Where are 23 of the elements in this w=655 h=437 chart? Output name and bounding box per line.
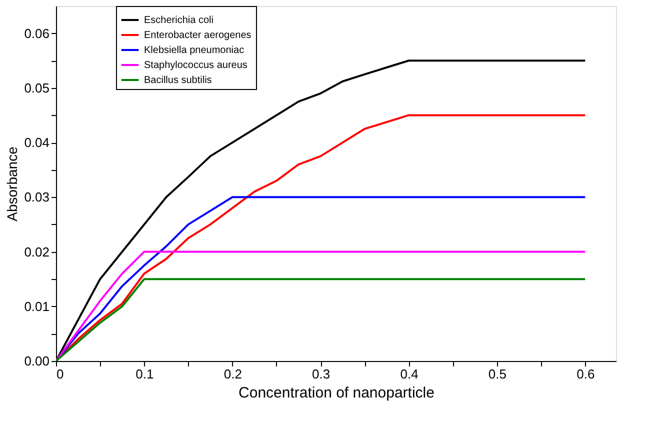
y-axis-title: Absorbance bbox=[4, 146, 20, 222]
y-tick-label: 0.01 bbox=[24, 298, 50, 314]
legend-label: Staphylococcus aureus bbox=[144, 60, 248, 71]
x-tick-label: 0 bbox=[56, 366, 64, 382]
y-tick-label: 0.00 bbox=[24, 354, 50, 368]
y-tick-label: 0.02 bbox=[24, 244, 50, 260]
legend-label: Bacillus subtilis bbox=[144, 75, 212, 86]
x-tick-label: 0.1 bbox=[136, 366, 154, 382]
x-tick-label: 0.2 bbox=[224, 366, 242, 382]
legend-label: Enterobacter aerogenes bbox=[144, 30, 252, 41]
y-tick-label: 0.03 bbox=[24, 190, 50, 205]
y-tick-label: 0.06 bbox=[24, 26, 50, 41]
x-axis-title: Concentration of nanoparticle bbox=[238, 384, 434, 402]
x-tick-label: 0.5 bbox=[488, 366, 506, 382]
x-tick-label: 0.6 bbox=[576, 366, 595, 382]
line-series bbox=[56, 250, 586, 361]
y-tick-label: 0.04 bbox=[24, 135, 50, 150]
line-series bbox=[56, 278, 586, 361]
x-tick-label: 0.4 bbox=[400, 366, 418, 382]
legend-label: Escherichia coli bbox=[144, 15, 214, 26]
y-tick-label: 0.05 bbox=[24, 80, 50, 96]
legend-label: Klebsiella pneumoniac bbox=[144, 45, 244, 56]
x-tick-label: 0.3 bbox=[312, 366, 330, 382]
